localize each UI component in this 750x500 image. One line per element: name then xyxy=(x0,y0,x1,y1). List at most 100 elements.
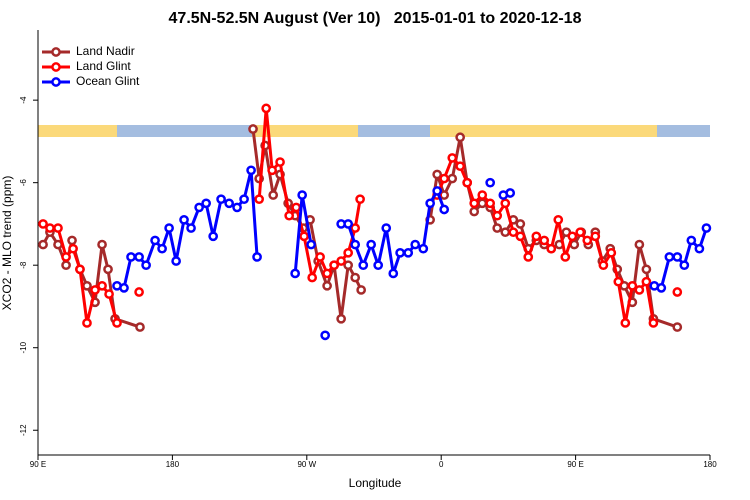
data-point xyxy=(500,227,511,238)
data-point xyxy=(248,124,258,134)
data-point xyxy=(598,260,609,271)
data-point xyxy=(366,239,377,250)
data-point xyxy=(216,194,226,205)
data-point xyxy=(350,272,361,283)
data-point xyxy=(68,243,78,254)
data-point xyxy=(462,177,473,188)
land-mask-band xyxy=(38,125,710,137)
data-point xyxy=(268,190,279,200)
data-point xyxy=(381,223,392,233)
data-point xyxy=(590,231,601,242)
data-point xyxy=(322,280,332,291)
data-point xyxy=(403,247,414,258)
data-point xyxy=(358,260,369,271)
data-point xyxy=(179,214,189,225)
data-point xyxy=(582,235,593,246)
data-point xyxy=(485,177,496,188)
data-point xyxy=(469,206,480,217)
data-point xyxy=(291,202,302,213)
data-point xyxy=(320,330,331,341)
data-point xyxy=(201,198,211,209)
data-point xyxy=(500,198,511,209)
legend-label: Land Nadir xyxy=(76,44,135,58)
data-point xyxy=(477,198,488,209)
data-point xyxy=(164,223,174,233)
data-point xyxy=(432,169,443,180)
data-point xyxy=(239,194,249,205)
data-point xyxy=(634,285,645,295)
data-point xyxy=(275,157,285,167)
data-point xyxy=(620,318,631,328)
y-axis-label: XCO2 - MLO trend (ppm) xyxy=(0,176,14,311)
data-point xyxy=(267,165,278,176)
data-point xyxy=(672,322,683,332)
legend-item: Land Glint xyxy=(42,59,131,73)
data-point xyxy=(208,231,219,242)
data-point xyxy=(261,103,272,114)
data-point xyxy=(350,223,361,233)
data-point xyxy=(648,318,659,328)
data-point xyxy=(553,214,564,225)
data-point xyxy=(701,223,712,233)
data-point xyxy=(641,276,652,287)
data-point xyxy=(485,198,496,209)
data-point xyxy=(627,280,638,291)
data-point xyxy=(53,223,63,233)
data-point xyxy=(290,268,301,279)
data-point xyxy=(355,194,365,205)
data-point xyxy=(388,268,399,279)
data-point xyxy=(104,289,114,299)
legend-item: Land Nadir xyxy=(42,44,135,58)
data-point xyxy=(575,227,586,238)
data-point xyxy=(350,239,361,250)
data-point xyxy=(469,198,480,209)
data-point xyxy=(455,161,466,172)
data-point xyxy=(135,322,145,332)
data-point xyxy=(134,287,144,297)
data-point xyxy=(112,318,122,328)
data-point xyxy=(297,190,308,200)
data-point xyxy=(134,252,144,262)
data-point xyxy=(656,283,667,293)
x-tick-label: 90 E xyxy=(30,460,46,469)
data-point xyxy=(672,287,683,297)
legend-label: Ocean Glint xyxy=(76,74,140,88)
data-point xyxy=(343,247,354,258)
data-point xyxy=(97,239,107,250)
data-point xyxy=(75,264,85,275)
data-point xyxy=(329,260,339,271)
x-tick-label: 180 xyxy=(703,460,717,469)
data-point xyxy=(539,235,550,246)
y-tick-label: -10 xyxy=(19,341,28,353)
data-point xyxy=(560,252,571,262)
data-point xyxy=(508,227,519,238)
data-point xyxy=(45,223,55,233)
data-point xyxy=(82,318,92,328)
data-point xyxy=(395,247,405,258)
data-point xyxy=(336,256,346,266)
data-point xyxy=(343,219,354,229)
data-point xyxy=(232,202,242,213)
data-point xyxy=(61,260,71,271)
x-axis-label: Longitude xyxy=(349,476,402,490)
data-point xyxy=(418,243,429,254)
data-point xyxy=(686,235,697,246)
data-point xyxy=(531,231,542,242)
y-tick-label: -8 xyxy=(19,261,28,269)
data-point xyxy=(410,239,421,250)
data-point xyxy=(439,173,450,184)
data-point xyxy=(284,210,295,221)
data-point xyxy=(61,252,71,262)
data-point xyxy=(186,223,196,233)
data-point xyxy=(252,252,262,262)
data-point xyxy=(119,283,129,293)
legend-label: Land Glint xyxy=(76,59,131,73)
data-point xyxy=(97,280,107,291)
data-point xyxy=(315,252,325,262)
data-point xyxy=(672,252,683,262)
legend-marker xyxy=(51,47,61,57)
data-point xyxy=(246,165,256,176)
data-point xyxy=(306,239,316,250)
data-point xyxy=(356,285,367,295)
data-point xyxy=(432,186,443,196)
